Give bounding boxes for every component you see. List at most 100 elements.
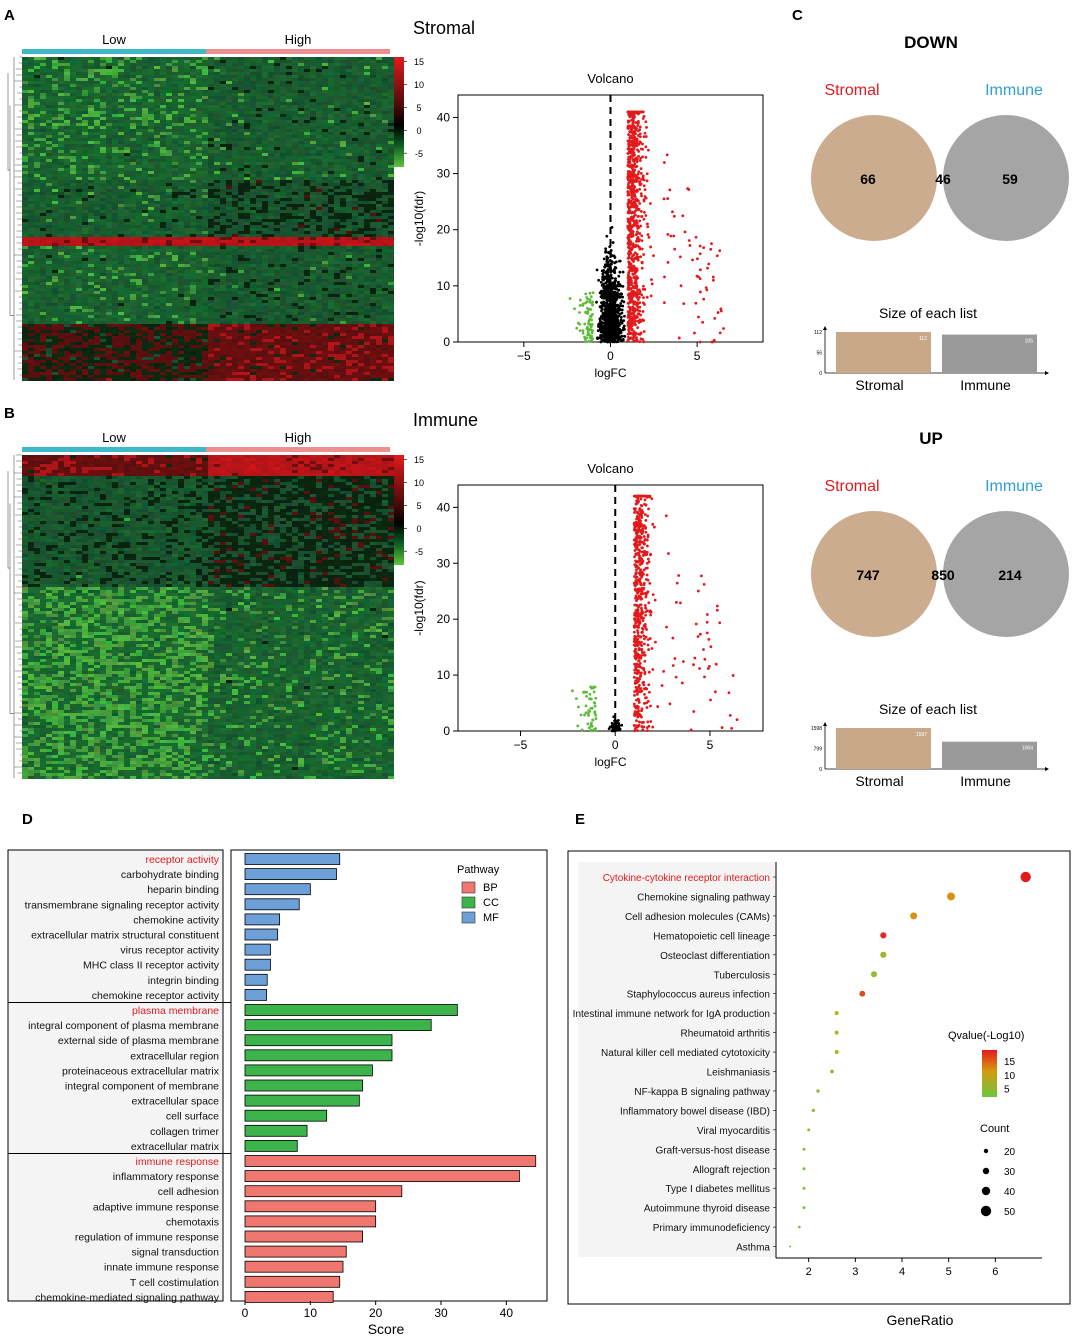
size-legend-label: 30 xyxy=(1004,1167,1016,1178)
term-label: MHC class II receptor activity xyxy=(83,960,220,972)
bar xyxy=(244,973,268,986)
bar xyxy=(244,1124,308,1137)
term-label: Natural killer cell mediated cytotoxicit… xyxy=(601,1048,770,1059)
heatmap-a-color-legend xyxy=(394,57,404,167)
bar xyxy=(244,1034,393,1047)
size-bar-label: Stromal xyxy=(855,377,903,393)
bar xyxy=(244,1275,341,1288)
x-tick: 5 xyxy=(707,738,714,752)
color-legend-bar xyxy=(982,1050,997,1097)
venn-down-set1-label: Stromal xyxy=(824,82,879,99)
term-label: external side of plasma membrane xyxy=(58,1035,219,1047)
venn-down-only-set1: 66 xyxy=(860,171,876,187)
dot xyxy=(1020,871,1031,883)
group-label-high: High xyxy=(285,32,312,47)
color-legend-tick: 15 xyxy=(1004,1057,1016,1068)
venn-down: DOWN Stromal Immune 66 46 59 Size of each list… xyxy=(811,33,1069,393)
volcano-a-ylabel: -log10(fdr) xyxy=(412,191,426,246)
legend-tick: 15 xyxy=(414,455,424,465)
venn-up-set2-label: Immune xyxy=(985,478,1043,495)
term-label: integral component of membrane xyxy=(65,1081,219,1093)
y-tick: 20 xyxy=(437,223,451,237)
volcano-b-plot-area xyxy=(457,484,764,732)
dot xyxy=(802,1186,806,1190)
group-bar-high xyxy=(206,49,390,54)
dot xyxy=(807,1128,811,1132)
panel-b-title: Immune xyxy=(413,410,478,430)
group-bar-low xyxy=(22,49,206,54)
y-tick: 40 xyxy=(437,500,451,514)
panel-e: E Cytokine-cytokine receptor interaction… xyxy=(567,811,1071,1328)
term-label: Tuberculosis xyxy=(714,970,770,981)
color-legend-tick: 5 xyxy=(1004,1085,1010,1096)
kegg-dot-plot: Cytokine-cytokine receptor interaction Ch… xyxy=(567,850,1071,1328)
bar xyxy=(244,1079,363,1092)
venn-down-size-bar-immune xyxy=(942,334,1037,373)
y-tick: 0 xyxy=(443,724,450,738)
bar xyxy=(244,1155,537,1167)
label-background xyxy=(578,862,775,1257)
bar xyxy=(244,868,337,880)
panel-letter-b: B xyxy=(4,405,15,422)
term-label: Rheumatoid arthritis xyxy=(681,1029,770,1040)
dot xyxy=(798,1225,801,1229)
term-label: adaptive immune response xyxy=(93,1201,219,1213)
group-bar-high xyxy=(206,447,390,452)
bar xyxy=(244,1019,432,1031)
heatmap-b-color-legend xyxy=(394,455,404,565)
x-tick: 5 xyxy=(694,349,701,363)
go-bar-chart: receptor activity carbohydrate binding hep… xyxy=(7,849,548,1337)
term-label: chemokine receptor activity xyxy=(92,990,220,1002)
venn-down-only-set2: 59 xyxy=(1002,171,1018,187)
venn-down-circle-1 xyxy=(811,115,937,241)
heatmap-b-cells xyxy=(22,455,394,779)
size-legend-label: 40 xyxy=(1004,1187,1016,1198)
term-label: immune response xyxy=(136,1156,220,1168)
size-tick: 0 xyxy=(819,767,822,773)
size-bar-label: Immune xyxy=(960,377,1011,393)
venn-down-sizes-title: Size of each list xyxy=(879,305,977,321)
term-label: chemokine-mediated signaling pathway xyxy=(35,1292,220,1304)
venn-up-circle-1 xyxy=(811,511,937,637)
term-label: cell surface xyxy=(166,1111,219,1123)
term-label: Graft-versus-host disease xyxy=(656,1145,771,1156)
term-label: proteinaceous extracellular matrix xyxy=(62,1065,220,1077)
x-axis-label: Score xyxy=(368,1321,405,1337)
venn-up-intersection: 850 xyxy=(931,567,955,583)
dot xyxy=(947,892,955,901)
dot xyxy=(910,912,918,920)
y-tick: 10 xyxy=(437,668,451,682)
term-label: Leishmaniasis xyxy=(707,1068,770,1079)
heatmap-b-dendrogram xyxy=(7,454,22,778)
legend-tick: -5 xyxy=(415,547,423,557)
term-label: signal transduction xyxy=(131,1247,219,1259)
bar xyxy=(244,989,267,1001)
legend-swatch xyxy=(461,896,476,909)
venn-up-circle-2 xyxy=(943,511,1069,637)
panel-letter-a: A xyxy=(4,7,15,24)
group-label-low: Low xyxy=(102,430,126,445)
bar xyxy=(244,1185,403,1198)
term-label: Hematopoietic cell lineage xyxy=(653,931,770,942)
y-tick: 20 xyxy=(437,612,451,626)
x-tick: 4 xyxy=(899,1266,905,1278)
color-legend-tick: 10 xyxy=(1004,1071,1016,1082)
dot xyxy=(816,1089,820,1093)
venn-up: UP Stromal Immune 747 850 214 Size of each lis… xyxy=(811,429,1069,789)
term-label: Type I diabetes mellitus xyxy=(666,1184,771,1195)
bar xyxy=(244,913,281,926)
x-tick: 0 xyxy=(612,738,619,752)
bar xyxy=(244,1291,334,1303)
term-label: inflammatory response xyxy=(113,1171,219,1183)
bar xyxy=(244,883,311,896)
x-tick: 5 xyxy=(946,1266,952,1278)
dot xyxy=(834,1030,839,1035)
term-label: extracellular matrix xyxy=(131,1141,220,1153)
bar xyxy=(244,898,300,911)
volcano-a-xlabel: logFC xyxy=(594,366,626,380)
term-label: integrin binding xyxy=(148,975,219,987)
size-tick: 799 xyxy=(814,747,823,753)
size-tick: 1598 xyxy=(811,726,822,732)
panel-d: D receptor activity carbohydrate binding h… xyxy=(7,811,548,1337)
term-label: transmembrane signaling receptor activit… xyxy=(25,899,220,911)
